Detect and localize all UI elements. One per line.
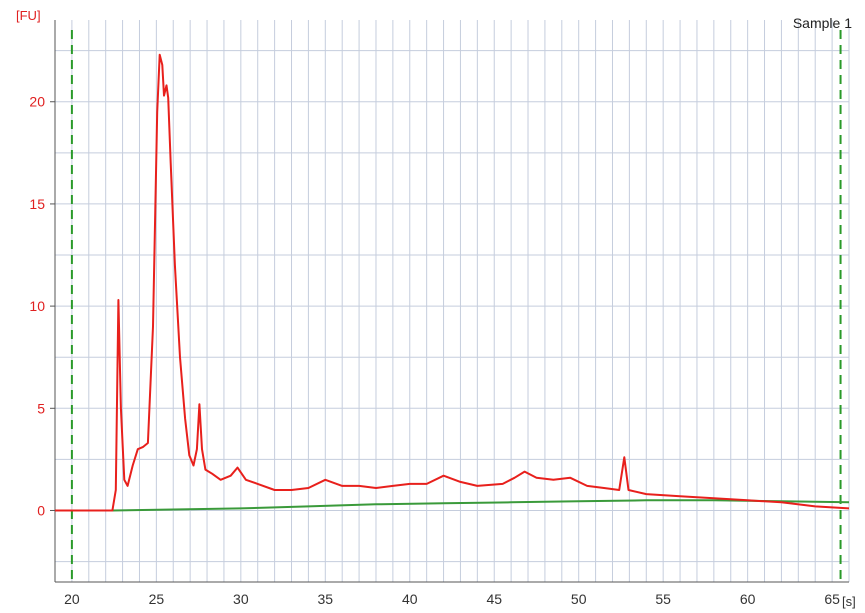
sample-label: Sample 1 <box>793 15 852 31</box>
y-tick-labels: 0 5 10 15 20 <box>29 94 55 518</box>
x-tick-label: 40 <box>402 591 418 607</box>
x-tick-label: 65 <box>824 591 840 607</box>
x-tick-label: 45 <box>486 591 502 607</box>
x-tick-label: 20 <box>64 591 80 607</box>
series-baseline-line <box>55 499 850 512</box>
y-tick-label: 20 <box>29 94 45 110</box>
y-tick-label: 0 <box>37 502 45 518</box>
x-tick-label: 25 <box>149 591 165 607</box>
x-tick-label: 50 <box>571 591 587 607</box>
series-signal-line <box>55 53 850 512</box>
x-tick-label: 35 <box>318 591 334 607</box>
y-tick-label: 15 <box>29 196 45 212</box>
x-tick-label: 55 <box>655 591 671 607</box>
x-tick-label: 60 <box>740 591 756 607</box>
x-tick-labels: 20 25 30 35 40 45 50 55 60 65 <box>64 591 840 607</box>
x-unit-label: [s] <box>842 594 856 609</box>
y-unit-label: [FU] <box>16 8 41 23</box>
axes <box>54 20 849 583</box>
series-group <box>55 53 850 512</box>
y-tick-label: 10 <box>29 298 45 314</box>
y-tick-label: 5 <box>37 400 45 416</box>
marker-lines <box>70 30 842 582</box>
x-tick-label: 30 <box>233 591 249 607</box>
